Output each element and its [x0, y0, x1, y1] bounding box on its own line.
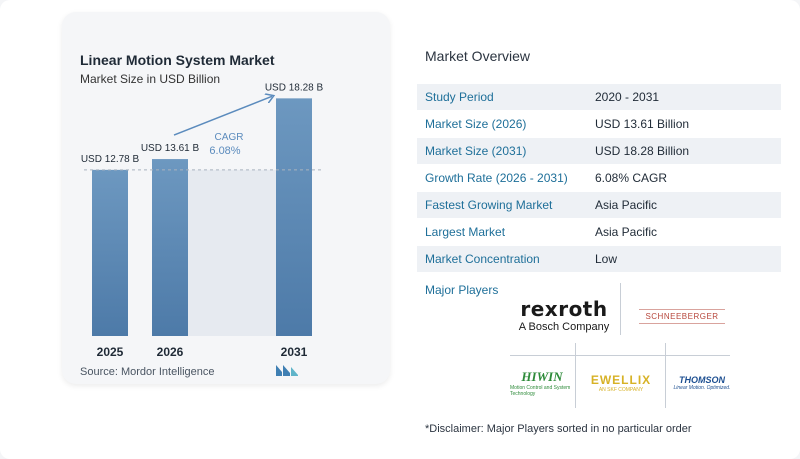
- overview-row-value: Asia Pacific: [595, 198, 658, 212]
- reference-band: [188, 169, 276, 336]
- overview-row-value: USD 18.28 Billion: [595, 144, 690, 158]
- data-label: USD 12.78 B: [81, 154, 140, 165]
- overview-title: Market Overview: [425, 48, 531, 64]
- hiwin-logo-text: HIWIN: [521, 369, 563, 384]
- hiwin-logo: HIWIN Motion Control and System Technolo…: [510, 363, 574, 403]
- cagr-label: CAGR: [215, 132, 244, 143]
- divider: [620, 283, 621, 335]
- overview-row-value: 6.08% CAGR: [595, 171, 668, 185]
- divider: [575, 343, 576, 408]
- overview-row-label: Fastest Growing Market: [425, 198, 553, 212]
- mordor-logo-icon: [276, 365, 298, 376]
- overview-row-label: Market Size (2031): [425, 144, 527, 158]
- overview-row: Market Concentration Low: [417, 246, 781, 273]
- rexroth-logo-text: rexroth: [520, 297, 608, 321]
- overview-row: Study Period 2020 - 2031: [417, 84, 781, 111]
- overview-row: Largest Market Asia Pacific: [417, 219, 781, 246]
- x-tick-label: 2026: [157, 345, 184, 359]
- bar-2026: [152, 159, 188, 336]
- x-tick-label: 2031: [281, 345, 308, 359]
- major-players-logos: rexroth A Bosch Company SCHNEEBERGER HIW…: [500, 283, 740, 408]
- overview-row: Market Size (2031) USD 18.28 Billion: [417, 138, 781, 165]
- divider: [510, 355, 730, 356]
- x-tick-label: 2025: [97, 345, 124, 359]
- cagr-arrow: [173, 96, 272, 136]
- chart-card: Linear Motion System Market Market Size …: [62, 12, 390, 384]
- rexroth-logo: rexroth A Bosch Company: [510, 291, 618, 339]
- thomson-logo-text: THOMSON: [679, 375, 725, 385]
- ewellix-logo-sub: AN SKF COMPANY: [598, 387, 644, 393]
- bar-2025: [92, 169, 128, 336]
- overview-row-value: USD 13.61 Billion: [595, 117, 690, 131]
- schneeberger-logo-text: SCHNEEBERGER: [639, 308, 725, 324]
- overview-row: Growth Rate (2026 - 2031) 6.08% CAGR: [417, 165, 781, 192]
- disclaimer-text: *Disclaimer: Major Players sorted in no …: [425, 423, 692, 435]
- ewellix-logo-text: EWELLIX: [590, 373, 652, 387]
- bar-2031: [276, 98, 312, 336]
- schneeberger-logo: SCHNEEBERGER: [624, 303, 740, 329]
- hiwin-logo-sub: Motion Control and System Technology: [510, 385, 571, 397]
- overview-row-label: Study Period: [425, 90, 494, 104]
- data-label: USD 18.28 B: [265, 82, 324, 93]
- rexroth-logo-sub: A Bosch Company: [518, 321, 610, 333]
- overview-row: Market Size (2026) USD 13.61 Billion: [417, 111, 781, 138]
- chart-subtitle: Market Size in USD Billion: [80, 72, 221, 86]
- thomson-logo: THOMSON Linear Motion. Optimized.: [668, 363, 736, 403]
- major-players-label: Major Players: [425, 283, 499, 297]
- divider: [665, 343, 666, 408]
- chart-title: Linear Motion System Market: [80, 52, 275, 68]
- overview-row-label: Market Size (2026): [425, 117, 527, 131]
- overview-row: Fastest Growing Market Asia Pacific: [417, 192, 781, 219]
- data-label: USD 13.61 B: [141, 143, 200, 154]
- cagr-value: 6.08%: [209, 145, 240, 157]
- overview-row-value: Asia Pacific: [595, 225, 658, 239]
- overview-row-value: Low: [595, 252, 618, 266]
- overview-row-label: Growth Rate (2026 - 2031): [425, 171, 568, 185]
- overview-row-label: Largest Market: [425, 225, 506, 239]
- source-text: Source: Mordor Intelligence: [80, 366, 215, 378]
- bar-chart: USD 12.78 B 2025 USD 13.61 B 2026 USD 18.28 …: [81, 82, 324, 359]
- overview-table: Study Period 2020 - 2031 Market Size (2026…: [417, 84, 781, 273]
- overview-row-value: 2020 - 2031: [595, 90, 660, 104]
- ewellix-logo: EWELLIX AN SKF COMPANY: [578, 363, 664, 403]
- overview-row-label: Market Concentration: [425, 252, 540, 266]
- thomson-logo-sub: Linear Motion. Optimized.: [673, 385, 731, 391]
